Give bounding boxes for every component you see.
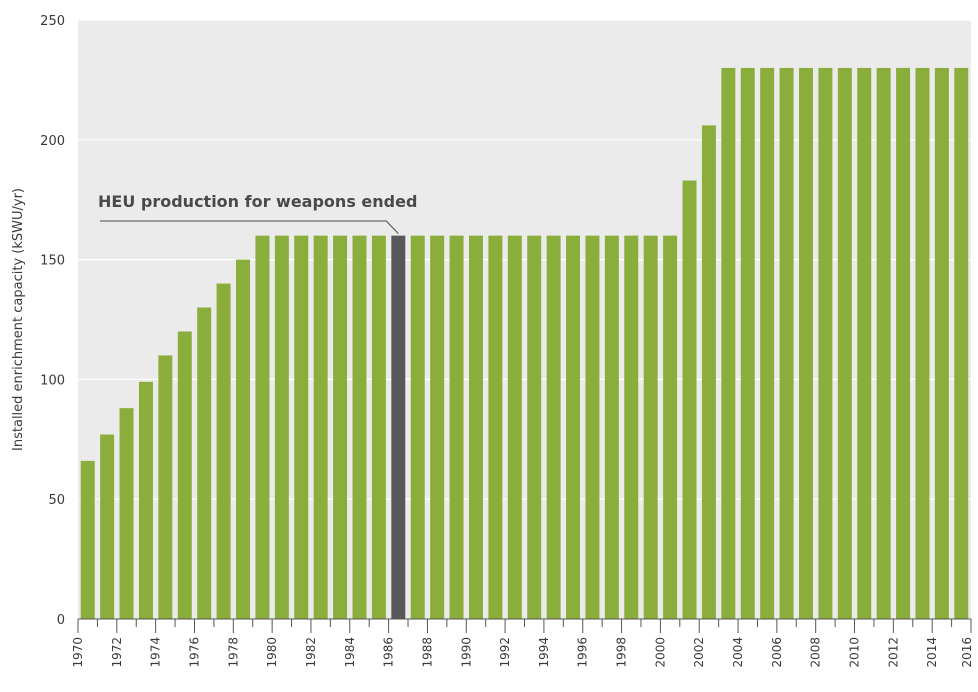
bar-1981: [294, 235, 309, 619]
bar-1997: [604, 235, 619, 619]
x-tick-label: 1972: [110, 637, 124, 668]
bar-1974: [158, 355, 173, 619]
y-tick-label: 200: [40, 134, 65, 149]
x-tick-label: 2000: [653, 637, 667, 668]
x-tick-label: 1984: [343, 637, 357, 668]
y-tick-label: 0: [57, 613, 65, 628]
bar-1976: [197, 307, 212, 619]
x-tick-label: 1974: [149, 637, 163, 668]
bar-1999: [643, 235, 658, 619]
x-tick-label: 2002: [692, 637, 706, 668]
bar-2002: [701, 125, 716, 620]
bar-1993: [527, 235, 542, 619]
x-tick-label: 2016: [960, 637, 974, 668]
x-tick-label: 1998: [615, 637, 629, 668]
x-tick-label: 2012: [886, 637, 900, 668]
bar-2010: [857, 67, 872, 620]
x-tick-label: 1986: [382, 637, 396, 668]
bar-2014: [934, 67, 949, 620]
bar-1977: [216, 283, 231, 619]
x-tick-label: 1980: [265, 637, 279, 668]
x-tick-label: 2006: [770, 637, 784, 668]
y-tick-label: 50: [48, 493, 65, 508]
y-tick-label: 150: [40, 254, 65, 269]
bar-2009: [837, 67, 852, 620]
x-tick-label: 2004: [731, 637, 745, 668]
bar-2000: [663, 235, 678, 619]
plot-background: [78, 20, 971, 619]
bar-1982: [313, 235, 328, 619]
bar-1995: [566, 235, 581, 619]
bar-1987: [410, 235, 425, 619]
bar-1998: [624, 235, 639, 619]
bar-1971: [100, 434, 115, 619]
bar-1985: [371, 235, 386, 619]
bar-1986: [391, 235, 406, 619]
x-tick-label: 1982: [304, 637, 318, 668]
bar-2005: [760, 67, 775, 620]
bar-1979: [255, 235, 270, 619]
bar-1978: [236, 259, 250, 619]
x-tick-label: 2014: [925, 637, 939, 668]
bar-1991: [488, 235, 503, 619]
bar-1970: [80, 460, 95, 619]
bar-1996: [585, 235, 600, 619]
bar-1992: [507, 235, 522, 619]
x-tick-label: 2008: [809, 637, 823, 668]
annotation-leader-line: [100, 220, 399, 234]
bar-1972: [119, 408, 134, 619]
axes: 0 50 100 150 200 250 1970 1972 1974 1976 1978 1980 1…: [40, 14, 974, 668]
bar-1973: [138, 381, 153, 619]
bar-1989: [449, 235, 464, 619]
x-tick-label: 1996: [576, 637, 590, 668]
bar-2013: [915, 67, 930, 620]
bar-2012: [896, 67, 911, 620]
bar-2001: [682, 180, 697, 619]
x-tick-label: 1990: [459, 637, 473, 668]
x-tick-label: 1994: [537, 637, 551, 668]
bars: [80, 67, 969, 620]
y-tick-label: 250: [40, 14, 65, 29]
bar-1980: [274, 235, 289, 619]
bar-1983: [333, 235, 348, 619]
bar-2004: [740, 67, 755, 620]
y-axis-label: Installed enrichment capacity (kSWU/yr): [11, 188, 26, 451]
x-tick-label: 2010: [848, 637, 862, 668]
bar-2003: [721, 67, 736, 620]
bar-2008: [818, 67, 833, 620]
bar-2011: [876, 67, 891, 620]
x-tick-label: 1988: [420, 637, 434, 668]
bar-1988: [430, 235, 445, 619]
bar-1994: [546, 235, 561, 619]
bar-1975: [177, 331, 192, 619]
bar-1984: [352, 235, 367, 619]
bar-2007: [799, 67, 813, 620]
bar-2015: [954, 67, 969, 620]
x-tick-label: 1992: [498, 637, 512, 668]
x-tick-label: 1976: [188, 637, 202, 668]
bar-1990: [468, 235, 483, 619]
annotation-text: HEU production for weapons ended: [98, 192, 417, 211]
x-tick-label: 1978: [226, 637, 240, 668]
annotation: HEU production for weapons ended: [98, 192, 417, 234]
y-tick-label: 100: [40, 373, 65, 388]
x-tick-label: 1970: [71, 637, 85, 668]
bar-2006: [779, 67, 794, 620]
